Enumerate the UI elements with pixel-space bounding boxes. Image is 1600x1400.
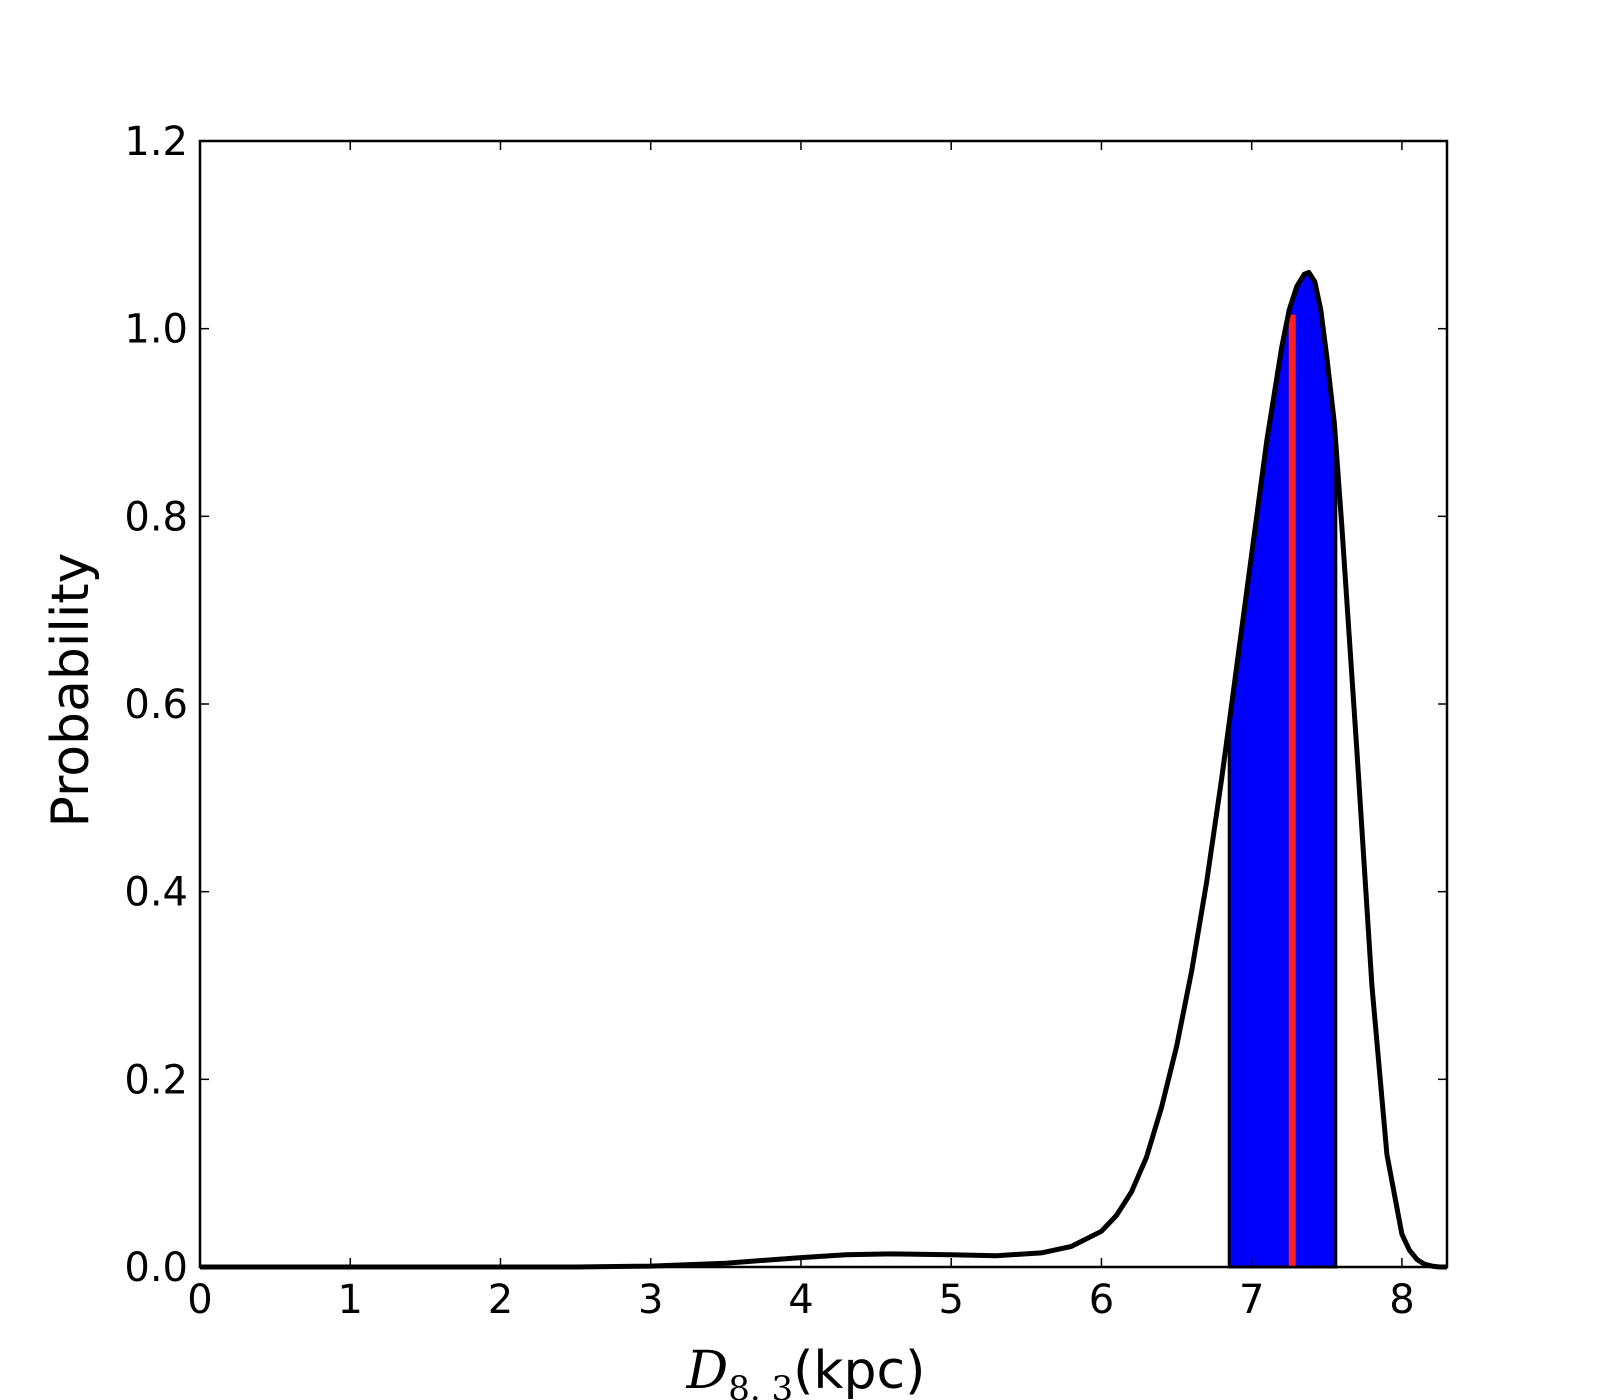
x-tick-label: 7	[1239, 1277, 1264, 1323]
y-tick-label: 1.2	[124, 119, 188, 165]
labels-layer: 0 1 2 3 4 5 6 7 8 0.0 0.2 0.4 0.6 0.8 1.0 1.2	[124, 119, 1414, 1323]
plot-layer	[200, 269, 1447, 1270]
y-tick-label: 0.0	[124, 1245, 188, 1291]
y-tick-label: 0.6	[124, 682, 188, 728]
x-tick-label: 5	[938, 1277, 963, 1323]
y-tick-label: 0.4	[124, 870, 188, 916]
y-tick-label: 1.0	[124, 307, 188, 353]
x-axis-symbol: D	[686, 1341, 729, 1400]
x-tick-label: 4	[788, 1277, 813, 1323]
x-tick-label: 8	[1389, 1277, 1414, 1323]
y-tick-label: 0.8	[124, 494, 188, 540]
x-tick-label: 0	[187, 1277, 212, 1323]
x-tick-label: 6	[1089, 1277, 1114, 1323]
y-axis-title: Probability	[41, 553, 101, 828]
x-axis-title: D8. 3(kpc)	[686, 1341, 926, 1400]
x-tick-label: 3	[638, 1277, 663, 1323]
x-axis-unit: (kpc)	[793, 1341, 925, 1400]
x-tick-label: 2	[488, 1277, 513, 1323]
x-axis-subscript: 8. 3	[728, 1369, 793, 1400]
probability-curve	[200, 269, 1447, 1270]
plot-frame	[198, 139, 1449, 1269]
x-tick-label: 1	[338, 1277, 363, 1323]
y-tick-label: 0.2	[124, 1057, 188, 1103]
